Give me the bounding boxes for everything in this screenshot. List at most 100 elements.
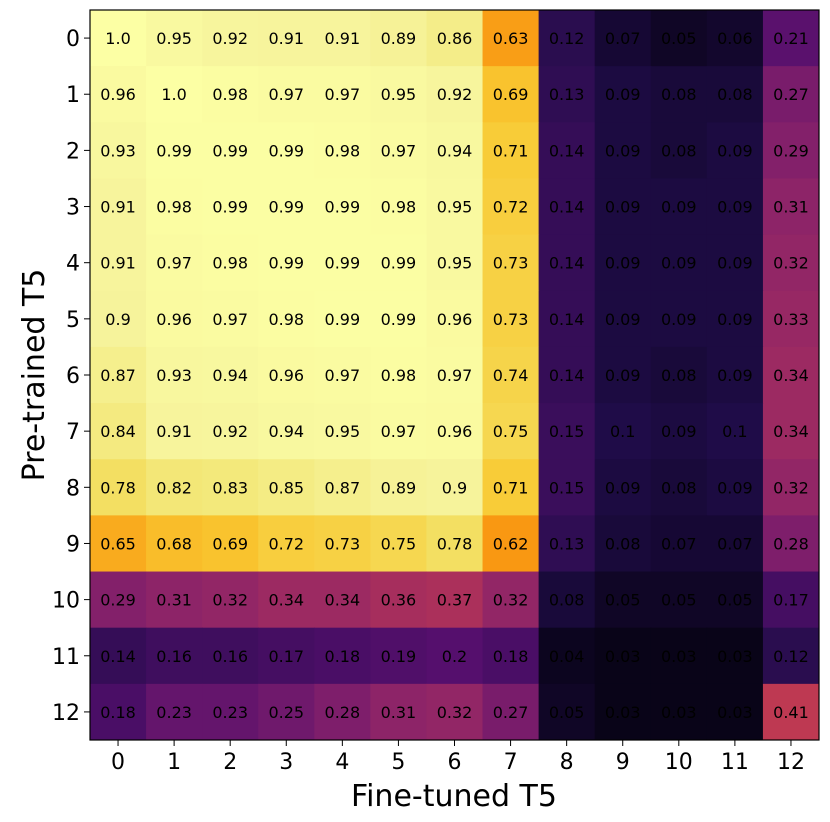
heatmap-cell — [314, 66, 371, 123]
x-tick-label: 6 — [448, 750, 462, 775]
heatmap-cell — [482, 627, 540, 685]
heatmap-cell — [594, 459, 652, 516]
heatmap-cell — [538, 10, 596, 67]
heatmap-cell — [538, 178, 596, 236]
heatmap-cell — [650, 571, 708, 629]
cell-value-label: 0.05 — [549, 703, 585, 722]
heatmap-cell — [650, 403, 708, 460]
cell-value-label: 0.73 — [325, 534, 361, 553]
cell-value-label: 0.08 — [661, 85, 697, 104]
heatmap-cell — [650, 346, 708, 404]
cell-value-label: 0.71 — [493, 141, 529, 160]
cell-value-label: 0.63 — [493, 29, 529, 48]
heatmap-cell — [258, 66, 315, 123]
heatmap-cell — [762, 290, 820, 348]
heatmap-cell — [370, 234, 427, 292]
heatmap-cell — [482, 66, 540, 123]
heatmap-cell — [594, 66, 652, 123]
cell-value-label: 0.09 — [661, 198, 697, 217]
cell-value-label: 0.94 — [212, 366, 248, 385]
y-tick-label: 0 — [66, 27, 80, 52]
heatmap-cell — [538, 290, 596, 348]
cell-value-label: 0.32 — [212, 591, 248, 610]
heatmap-cell — [90, 627, 147, 685]
cell-value-label: 0.41 — [773, 703, 809, 722]
y-tick-label: 10 — [52, 589, 80, 614]
heatmap-cell — [90, 234, 147, 292]
cell-value-label: 0.08 — [717, 85, 753, 104]
heatmap-cell — [762, 683, 820, 741]
heatmap-cell — [370, 66, 427, 123]
cell-value-label: 0.89 — [381, 478, 417, 497]
heatmap-cell — [650, 66, 708, 123]
heatmap-cell — [146, 66, 203, 123]
cell-value-label: 0.96 — [156, 310, 192, 329]
cell-value-label: 0.09 — [661, 310, 697, 329]
heatmap-cell — [202, 683, 259, 741]
heatmap-cell — [202, 234, 259, 292]
heatmap-cell — [202, 627, 259, 685]
cell-value-label: 0.33 — [773, 310, 809, 329]
heatmap-cell — [202, 66, 259, 123]
x-tick-label: 2 — [223, 750, 237, 775]
heatmap-cell — [538, 234, 596, 292]
cell-value-label: 0.99 — [156, 141, 192, 160]
heatmap-cell — [202, 178, 259, 236]
cell-value-label: 0.32 — [437, 703, 473, 722]
heatmap-cell — [258, 683, 315, 741]
cell-value-label: 0.1 — [610, 422, 635, 441]
heatmap-cell — [370, 403, 427, 460]
cell-value-label: 0.23 — [212, 703, 248, 722]
heatmap-cell — [762, 346, 820, 404]
heatmap-cell — [650, 515, 708, 573]
cell-value-label: 0.04 — [549, 647, 585, 666]
cell-value-label: 0.99 — [325, 198, 361, 217]
cell-value-label: 0.96 — [268, 366, 304, 385]
cell-value-label: 0.95 — [325, 422, 361, 441]
cell-value-label: 0.96 — [437, 310, 473, 329]
heatmap-cell — [706, 459, 764, 516]
heatmap-cell — [314, 683, 371, 741]
heatmap-cell — [146, 234, 203, 292]
heatmap-cell — [762, 515, 820, 573]
heatmap-cell — [594, 403, 652, 460]
cell-value-label: 0.03 — [717, 647, 753, 666]
heatmap-cell — [650, 290, 708, 348]
heatmap-cell — [314, 515, 371, 573]
heatmap-cell — [258, 346, 315, 404]
heatmap-cell — [482, 10, 540, 67]
heatmap-cell — [426, 66, 484, 123]
heatmap-cell — [370, 515, 427, 573]
heatmap-cell — [258, 178, 315, 236]
heatmap-cell — [594, 515, 652, 573]
cell-value-label: 0.18 — [100, 703, 136, 722]
heatmap-cell — [538, 403, 596, 460]
y-tick-label: 11 — [52, 645, 80, 670]
heatmap-cell — [706, 290, 764, 348]
cell-value-label: 0.87 — [325, 478, 361, 497]
heatmap-cell — [706, 66, 764, 123]
cell-value-label: 0.85 — [268, 478, 304, 497]
heatmap-cell — [706, 122, 764, 179]
heatmap-cell — [762, 234, 820, 292]
cell-value-label: 0.09 — [605, 85, 641, 104]
heatmap-cell — [258, 459, 315, 516]
cell-value-label: 0.2 — [442, 647, 467, 666]
heatmap-cell — [314, 346, 371, 404]
heatmap-cell — [314, 10, 371, 67]
y-tick-label: 2 — [66, 139, 80, 164]
heatmap-cell — [650, 627, 708, 685]
cell-value-label: 0.34 — [325, 591, 361, 610]
cell-value-label: 0.07 — [661, 534, 697, 553]
cell-value-label: 0.05 — [661, 29, 697, 48]
heatmap-cell — [258, 10, 315, 67]
cell-value-label: 0.72 — [493, 198, 529, 217]
cell-value-label: 0.97 — [156, 254, 192, 273]
cell-value-label: 0.99 — [268, 254, 304, 273]
cell-value-label: 0.08 — [661, 141, 697, 160]
cell-value-label: 0.21 — [773, 29, 809, 48]
cell-value-label: 0.91 — [325, 29, 361, 48]
cell-value-label: 0.97 — [381, 141, 417, 160]
heatmap-cell — [314, 571, 371, 629]
x-axis-label: Fine-tuned T5 — [351, 779, 557, 814]
